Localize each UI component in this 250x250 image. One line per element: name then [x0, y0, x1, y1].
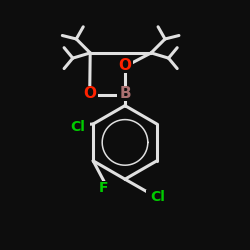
Text: Cl: Cl	[150, 190, 165, 204]
FancyBboxPatch shape	[146, 190, 169, 204]
Text: F: F	[99, 182, 108, 196]
Text: B: B	[119, 86, 131, 102]
FancyBboxPatch shape	[96, 181, 112, 196]
Text: Cl: Cl	[70, 120, 85, 134]
Text: O: O	[118, 58, 132, 73]
FancyBboxPatch shape	[82, 86, 98, 102]
FancyBboxPatch shape	[117, 86, 133, 102]
Text: O: O	[83, 86, 96, 102]
FancyBboxPatch shape	[117, 58, 133, 73]
FancyBboxPatch shape	[66, 120, 90, 135]
